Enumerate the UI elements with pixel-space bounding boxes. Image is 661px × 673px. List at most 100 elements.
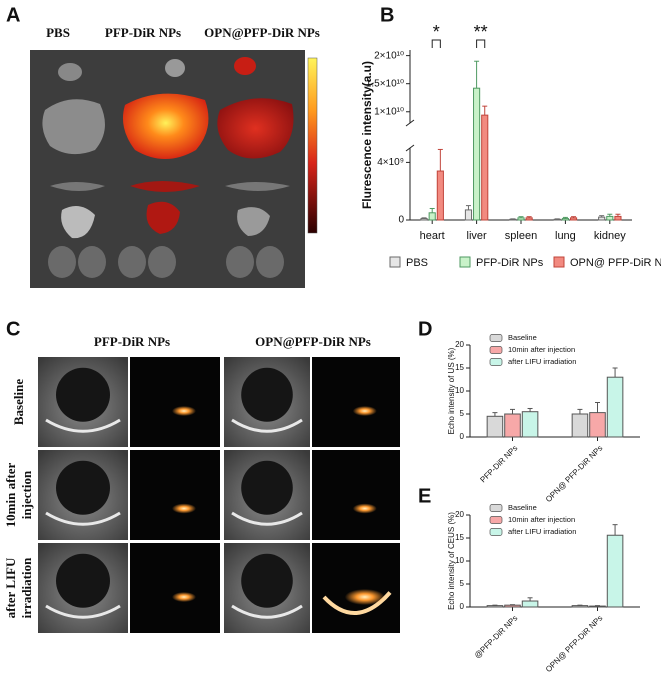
- group-label: PFP-DiR NPs: [105, 25, 181, 40]
- x-tick-label: liver: [467, 230, 488, 242]
- significance-label: *: [433, 22, 440, 42]
- group-label: PBS: [46, 25, 70, 40]
- error-bar: [526, 216, 532, 218]
- us-vessel: [241, 553, 293, 608]
- y-tick-label: 1×10¹⁰: [374, 106, 404, 117]
- y-tick-label: 5: [460, 579, 465, 588]
- significance-bracket: [476, 39, 486, 48]
- panel-letter: D: [418, 318, 432, 340]
- error-bar: [612, 367, 618, 378]
- x-tick-label: spleen: [505, 230, 537, 242]
- error-bar: [437, 148, 443, 172]
- error-bar: [607, 213, 613, 217]
- bar: [571, 413, 589, 438]
- error-bar: [518, 216, 524, 218]
- bar: [571, 605, 589, 608]
- panel-letter: C: [6, 318, 20, 340]
- ceus-frame: [130, 543, 220, 633]
- x-tick-label: lung: [555, 230, 576, 242]
- bar: [509, 218, 517, 221]
- bar: [473, 87, 481, 221]
- bar: [525, 217, 533, 221]
- legend-swatch: [553, 256, 565, 268]
- bar: [464, 209, 473, 221]
- ceus-frame: [312, 357, 400, 447]
- bar: [521, 600, 539, 608]
- us-echo: [231, 418, 303, 433]
- legend-swatch: [489, 516, 503, 524]
- panel-letter: B: [380, 4, 394, 26]
- bar: [606, 215, 614, 221]
- legend-swatch: [459, 256, 471, 268]
- error-bar: [571, 216, 577, 218]
- legend-label: PBS: [406, 257, 428, 269]
- error-bar: [510, 408, 515, 414]
- legend-label: after LIFU irradiation: [508, 357, 576, 366]
- y-tick-label: 0: [460, 602, 465, 611]
- y-tick-label: 1.5×10¹⁰: [366, 78, 404, 89]
- legend-label: 10min after injection: [508, 515, 575, 524]
- y-tick-label: 15: [455, 363, 464, 372]
- y-axis-label: Flurescence intensity(a.u): [360, 61, 374, 209]
- legend-label: PFP-DiR NPs: [476, 257, 544, 269]
- y-tick-label: 20: [455, 340, 464, 349]
- us-echo: [45, 604, 121, 619]
- error-bar: [599, 215, 605, 218]
- legend-label: 10min after injection: [508, 345, 575, 354]
- x-tick-label: @PFP-DiR NPs: [473, 614, 520, 661]
- error-bar: [595, 402, 600, 413]
- y-tick-label: 5: [460, 409, 465, 418]
- bar: [517, 217, 525, 221]
- error-bar: [577, 408, 583, 414]
- us-vessel: [56, 367, 110, 422]
- legend-label: OPN@ PFP-DiR NPs: [570, 257, 661, 269]
- legend-swatch: [489, 528, 503, 536]
- x-tick-label: OPN@ PFP-DiR NPs: [544, 444, 605, 505]
- x-tick-label: OPN@ PFP-DiR NPs: [544, 614, 605, 673]
- error-bar: [527, 407, 533, 412]
- bar: [561, 218, 569, 221]
- bar: [481, 114, 489, 221]
- row-label: Baseline: [11, 379, 26, 425]
- bar: [614, 215, 622, 221]
- error-bar: [615, 213, 621, 217]
- x-tick-label: PFP-DiR NPs: [478, 444, 519, 485]
- legend-swatch: [489, 358, 503, 366]
- legend-label: Baseline: [508, 333, 537, 342]
- y-tick-label: 15: [455, 533, 464, 542]
- legend-swatch: [489, 346, 503, 354]
- group-label: OPN@PFP-DiR NPs: [204, 25, 320, 40]
- y-tick-label: 4×10⁹: [377, 157, 404, 168]
- error-bar: [421, 217, 427, 219]
- error-bar: [474, 60, 480, 89]
- legend-swatch: [489, 504, 503, 512]
- y-tick-label: 10: [455, 556, 464, 565]
- ceus-signal: [352, 406, 377, 416]
- us-vessel: [241, 367, 293, 422]
- y-tick-label: 0: [398, 215, 404, 226]
- ceus-signal: [172, 503, 196, 514]
- y-axis-label: Echo intensity of US (%): [447, 347, 456, 434]
- ceus-signal: [172, 592, 196, 602]
- us-echo: [45, 511, 121, 526]
- significance-label: **: [474, 22, 488, 42]
- significance-bracket: [431, 39, 441, 48]
- y-axis-label: Echo intensity of CEUS (%): [447, 512, 456, 610]
- legend-swatch: [489, 334, 503, 342]
- row-label: irradiation: [19, 557, 34, 618]
- legend-label: Baseline: [508, 503, 537, 512]
- bar: [504, 413, 521, 438]
- x-tick-label: heart: [420, 230, 445, 242]
- axis-break: [405, 119, 415, 127]
- column-label: OPN@PFP-DiR NPs: [255, 334, 371, 349]
- column-label: PFP-DiR NPs: [94, 334, 170, 349]
- error-bar: [612, 524, 618, 536]
- y-tick-label: 20: [455, 510, 464, 519]
- ceus-frame: [312, 543, 400, 633]
- error-bar: [527, 597, 533, 602]
- bar: [436, 170, 444, 221]
- row-label: 10min after: [3, 462, 18, 527]
- bar: [428, 212, 436, 221]
